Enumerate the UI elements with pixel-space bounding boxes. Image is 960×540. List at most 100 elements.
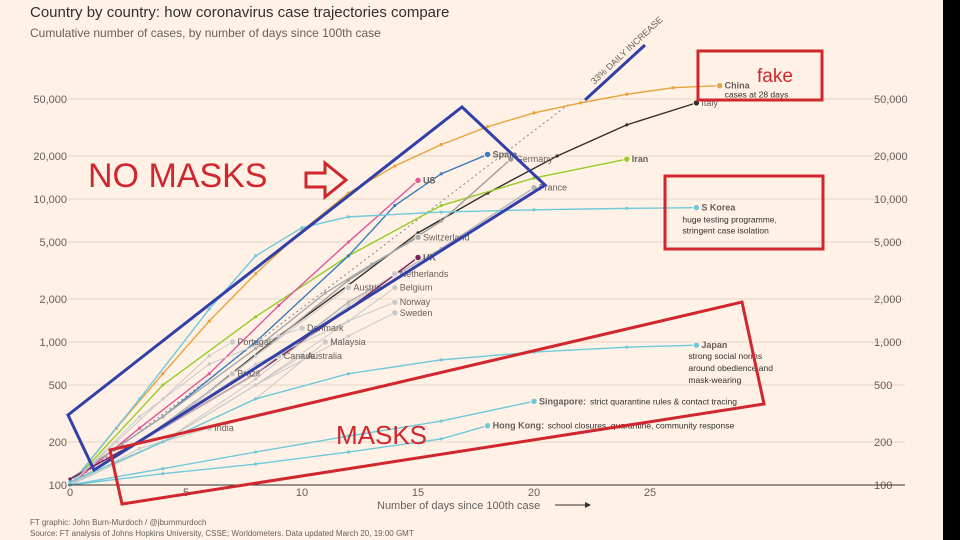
series-label-india: India (214, 423, 234, 433)
series-point-austria (254, 354, 258, 358)
series-label-italy: Italy (701, 98, 718, 108)
y-tick-right-100: 100 (874, 480, 892, 492)
series-point-hong-kong (346, 450, 350, 454)
y-tick-left-50000: 50,000 (33, 94, 67, 106)
series-point-australia (254, 383, 258, 387)
y-tick-right-5000: 5,000 (874, 237, 902, 249)
y-tick-right-20000: 20,000 (874, 151, 908, 163)
series-point-france (346, 300, 350, 304)
annotation-japan-line-2: around obedience and (688, 363, 773, 373)
y-tick-left-5000: 5,000 (39, 237, 67, 249)
series-point-s-korea (346, 215, 350, 219)
series-label-denmark: Denmark (307, 323, 344, 333)
x-tick-10: 10 (296, 487, 308, 499)
series-point-netherlands (254, 377, 258, 381)
y-tick-right-10000: 10,000 (874, 194, 908, 206)
series-point-china (486, 125, 490, 129)
series-line-s-korea (69, 206, 697, 486)
series-label-france: France (539, 183, 567, 193)
y-tick-left-10000: 10,000 (33, 194, 67, 206)
series-point-china (439, 143, 443, 147)
series-point-s-korea (532, 208, 536, 212)
series-point-india (138, 446, 142, 451)
series-end-dot-sweden (391, 309, 399, 317)
series-label-iran: Iran (632, 154, 649, 164)
series-point-s-korea (625, 206, 629, 210)
series-end-dot-hong-kong (483, 421, 492, 430)
chart-subtitle: Cumulative number of cases, by number of… (30, 26, 381, 40)
overlay-fake-label: fake (757, 66, 793, 87)
series-point-spain (393, 203, 397, 208)
x-axis-arrow (555, 502, 591, 508)
series-line-japan (69, 344, 697, 483)
series-point-china (671, 86, 675, 90)
x-tick-25: 25 (644, 487, 656, 499)
y-tick-left-500: 500 (49, 380, 67, 392)
series-end-dot-us (414, 176, 422, 185)
series-end-dot-singapore (530, 397, 538, 405)
series-label-malaysia: Malaysia (330, 337, 366, 347)
series-end-dot-switzerland (414, 233, 422, 241)
annotation-skorea-line-2: stringent case isolation (682, 226, 769, 236)
series-point-japan (68, 480, 72, 484)
y-tick-right-500: 500 (874, 380, 892, 392)
series-point-us (346, 240, 350, 244)
series-point-spain (439, 172, 443, 176)
series-point-japan (625, 345, 629, 349)
y-tick-left-2000: 2,000 (39, 294, 67, 306)
series-line-australia (69, 355, 303, 486)
y-tick-left-200: 200 (49, 437, 67, 449)
overlay-masks-label: MASKS (336, 420, 427, 450)
reference-line-layer: 33% DAILY INCREASE (69, 15, 665, 486)
series-point-switzerland (254, 346, 258, 351)
series-label-austria: Austria (353, 283, 381, 293)
series-point-germany (439, 219, 443, 223)
series-point-us (138, 426, 142, 430)
series-point-japan (254, 397, 258, 401)
y-tick-right-2000: 2,000 (874, 294, 902, 306)
series-point-s-korea (439, 210, 443, 214)
overlay-masks-box (108, 300, 766, 506)
y-tick-right-200: 200 (874, 437, 892, 449)
y-tick-right-50000: 50,000 (874, 94, 908, 106)
series-point-us (277, 303, 281, 308)
series-end-dot-brazil (228, 370, 237, 378)
overlay-no-masks-box (66, 105, 548, 473)
footer-source: Source: FT analysis of Johns Hopkins Uni… (30, 529, 414, 538)
series-point-switzerland (370, 262, 374, 266)
series-point-china (161, 372, 165, 376)
x-axis-label: Number of days since 100th case (377, 500, 540, 512)
annotation-hongkong: school closures, quarantine, community r… (548, 421, 735, 431)
series-point-netherlands (346, 303, 350, 308)
series-label-belgium: Belgium (400, 283, 433, 293)
series-label-sweden: Sweden (400, 308, 433, 318)
series-point-portugal (161, 397, 165, 401)
series-label-portugal: Portugal (237, 337, 271, 347)
overlay-layer: NO MASKS MASKS fake (66, 43, 825, 506)
series-point-japan (439, 358, 443, 362)
series-label-switzerland: Switzerland (423, 232, 470, 242)
annotation-japan-line-3: mask-wearing (688, 375, 741, 385)
series-point-norway (346, 319, 350, 323)
series-end-dot-germany (507, 155, 515, 163)
series-point-switzerland (323, 291, 327, 295)
series-label-norway: Norway (400, 297, 431, 307)
annotation-skorea-line-1: huge testing programme, (682, 215, 777, 225)
overlay-fake-box (696, 49, 824, 102)
series-point-s-korea (300, 226, 304, 230)
series-point-china (207, 319, 211, 323)
series-point-singapore (254, 450, 258, 454)
series-end-dot-s-korea (692, 203, 701, 212)
annotation-japan-line-1: strong social norms (688, 351, 762, 361)
series-point-singapore (439, 419, 443, 423)
series-point-portugal (207, 354, 211, 358)
series-line-switzerland (69, 236, 419, 480)
series-end-dot-belgium (391, 283, 399, 292)
series-point-china (625, 92, 629, 96)
overlay-blue-stroke (583, 43, 647, 102)
series-point-hong-kong (439, 437, 443, 441)
series-end-dot-china (715, 81, 724, 90)
chart-title: Country by country: how coronavirus case… (30, 4, 449, 21)
